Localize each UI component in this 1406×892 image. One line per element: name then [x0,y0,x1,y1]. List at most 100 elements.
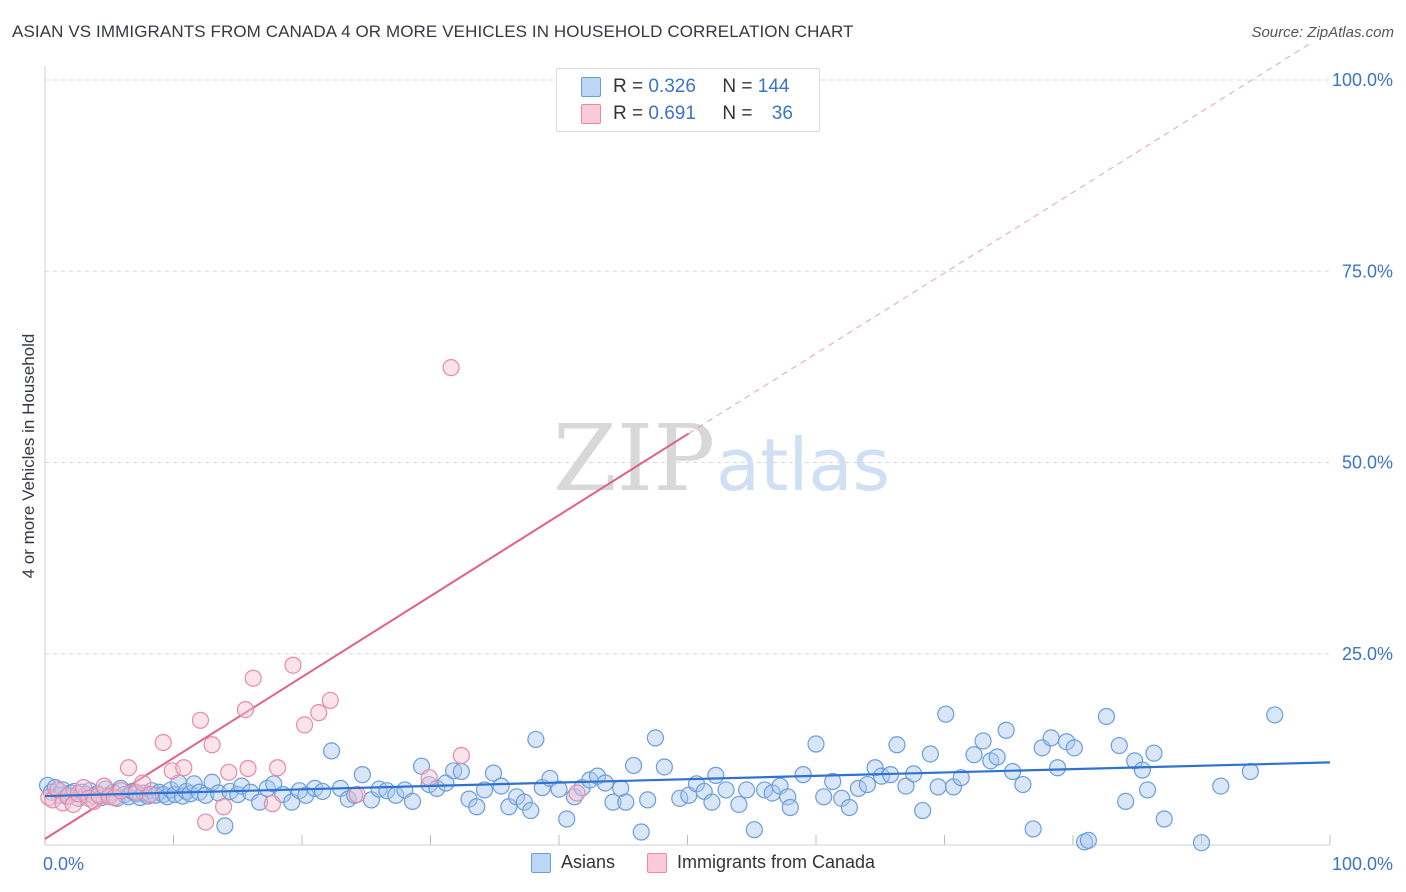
legend-label-immigrants: Immigrants from Canada [676,852,876,872]
point-asians [655,758,673,776]
trend-line-immigrants-extension [688,41,1314,434]
point-asians [807,735,825,753]
point-immigrants [244,669,262,687]
point-immigrants [64,795,82,814]
trend-line-immigrants [44,432,690,840]
point-asians [815,788,833,806]
point-asians [858,775,877,794]
point-immigrants [295,716,314,734]
stats-row-immigrants: R = 0.691 N = 36 [581,101,793,127]
point-immigrants [452,746,470,765]
point-asians [1138,781,1157,799]
point-asians [1266,706,1284,724]
point-immigrants [215,798,233,816]
point-immigrants [321,691,339,710]
point-asians [604,793,622,811]
point-asians [250,793,269,811]
trend-lines-asians [44,761,1331,798]
point-asians [730,795,748,814]
point-asians [781,798,799,817]
point-asians [952,769,970,787]
point-asians [632,823,650,841]
point-asians [646,729,664,747]
point-asians [1065,739,1083,757]
point-asians [824,772,842,791]
point-asians [322,742,341,760]
point-asians [888,736,906,754]
point-asians [1117,792,1135,810]
point-asians [475,781,494,799]
point-asians [738,781,756,799]
point-immigrants [442,359,460,377]
trend-line-asians [44,761,1331,798]
point-immigrants [220,763,238,781]
point-immigrants [112,782,130,800]
point-asians [1155,810,1173,828]
point-asians [1014,775,1032,794]
point-asians [522,801,540,820]
point-asians [1042,729,1060,747]
stats-legend: R = 0.326 N = 144 R = 0.691 N = 36 [556,68,820,132]
point-immigrants [268,759,287,777]
legend-label-asians: Asians [560,852,615,872]
point-asians [921,745,939,763]
y-tick-label: 100.0% [1332,70,1393,90]
r-label: R = [613,103,644,124]
point-asians [420,775,438,794]
point-asians [937,705,955,723]
point-asians [1110,736,1128,755]
x-tick-label-max: 100.0% [1332,854,1393,874]
point-asians [1241,762,1259,781]
point-asians [313,782,332,801]
point-asians [624,756,643,775]
point-asians [558,810,576,828]
chart-title: ASIAN VS IMMIGRANTS FROM CANADA 4 OR MOR… [12,22,854,41]
point-asians [468,798,486,816]
r-value-asians: 0.326 [648,76,696,97]
point-immigrants [154,733,172,752]
source-credit: Source: ZipAtlas.com [1251,24,1394,41]
point-asians [745,821,763,839]
point-asians [997,721,1015,739]
point-asians [717,781,735,799]
point-immigrants [127,783,145,801]
y-tick-label: 25.0% [1342,644,1393,664]
r-label: R = [613,76,644,97]
point-asians [849,779,868,797]
point-asians [974,732,992,750]
watermark-zip: ZIP [553,405,715,512]
point-immigrants [420,769,438,787]
point-immigrants [239,759,257,778]
point-asians [929,778,947,796]
watermark: ZIP atlas [553,405,890,512]
point-asians [1079,831,1098,850]
point-asians [203,773,221,791]
y-tick-label: 50.0% [1342,453,1393,473]
point-asians [707,766,725,784]
point-immigrants [119,759,138,777]
points-immigrants [40,359,586,831]
point-immigrants [310,704,328,722]
point-asians [914,801,932,820]
point-immigrants [191,711,210,729]
point-asians [779,788,797,806]
legend-item-immigrants[interactable]: Immigrants from Canada [646,852,876,873]
legend-item-asians[interactable]: Asians [530,852,615,873]
point-asians [550,780,568,798]
immigrants-legend-swatch [646,852,667,873]
point-immigrants [175,759,193,777]
point-asians [353,766,371,784]
point-asians [617,793,635,811]
x-tick-label-min: 0.0% [43,854,84,874]
point-asians [492,777,510,795]
point-asians [297,786,315,804]
point-immigrants [203,736,221,754]
point-immigrants [263,795,282,813]
immigrants-swatch [581,104,601,124]
tick-labels: 25.0% 50.0% 75.0% 100.0% 0.0% 100.0% [43,70,1393,874]
point-asians [527,730,545,749]
point-asians [403,792,422,810]
asians-swatch [581,77,601,97]
series-legend: Asians Immigrants from Canada [0,852,1406,873]
